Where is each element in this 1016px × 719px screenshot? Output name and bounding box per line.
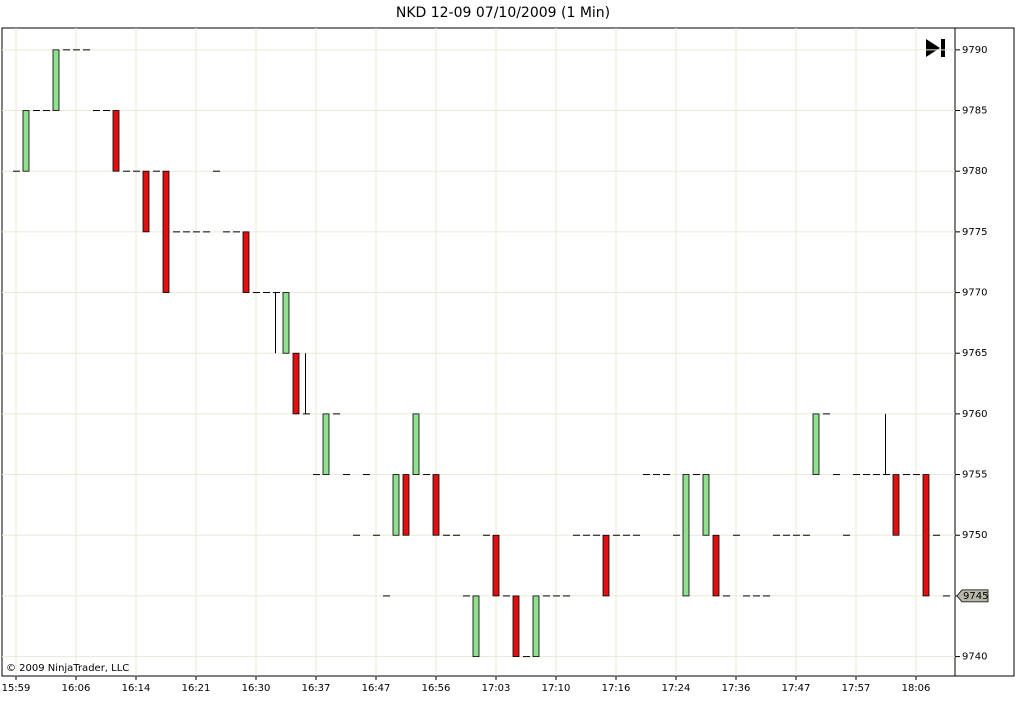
copyright: © 2009 NinjaTrader, LLC: [6, 663, 129, 674]
y-tick-label: 9780: [962, 166, 987, 177]
x-tick-label: 16:47: [362, 683, 391, 694]
x-tick-label: 17:24: [662, 683, 691, 694]
x-tick-label: 16:56: [422, 683, 451, 694]
candle-body: [402, 474, 410, 536]
play-icon[interactable]: [926, 39, 940, 57]
last-price-marker: [956, 589, 989, 603]
candle-body: [392, 474, 400, 536]
y-tick-label: 9790: [962, 45, 987, 56]
marks: [13, 49, 950, 658]
y-tick-label: 9770: [962, 288, 987, 299]
grid: [2, 28, 960, 680]
x-tick-label: 16:14: [122, 683, 151, 694]
candle-body: [162, 170, 170, 293]
candle-body: [682, 474, 690, 597]
chart-title: NKD 12-09 07/10/2009 (1 Min): [396, 5, 610, 21]
y-tick-label: 9755: [962, 470, 987, 481]
y-tick-label: 9775: [962, 227, 987, 238]
x-tick-label: 17:57: [842, 683, 871, 694]
candle-body: [282, 292, 290, 354]
y-tick-label: 9760: [962, 409, 987, 420]
candle-body: [472, 595, 480, 657]
y-tick-label: 9765: [962, 348, 987, 359]
y-tick-label: 9740: [962, 652, 987, 663]
candle-body: [292, 352, 300, 415]
play-to-end-button[interactable]: [926, 39, 945, 57]
x-tick-label: 16:30: [242, 683, 271, 694]
candle-body: [412, 413, 420, 475]
x-tick-label: 17:36: [722, 683, 751, 694]
x-tick-label: 16:37: [302, 683, 331, 694]
x-tick-label: 16:21: [182, 683, 211, 694]
candle-body: [22, 110, 30, 172]
x-tick-label: 17:47: [782, 683, 811, 694]
x-tick-label: 17:10: [542, 683, 571, 694]
candle-body: [142, 170, 150, 233]
candle-body: [52, 49, 60, 111]
candle-body: [602, 534, 610, 597]
candle-body: [432, 474, 440, 536]
end-icon[interactable]: [941, 39, 945, 57]
candle-body: [492, 534, 500, 597]
candle-body: [242, 231, 250, 293]
x-tick-label: 17:03: [482, 683, 511, 694]
candle-body: [812, 413, 820, 475]
x-tick-label: 16:06: [62, 683, 91, 694]
candle-body: [702, 474, 710, 536]
y-tick-label: 9785: [962, 106, 987, 117]
candle-body: [532, 595, 540, 657]
candle-body: [322, 413, 330, 475]
x-tick-label: 15:59: [2, 683, 31, 694]
x-tick-label: 18:06: [902, 683, 931, 694]
candle-body: [922, 474, 930, 597]
x-tick-label: 17:16: [602, 683, 631, 694]
last-price-label: 9745: [963, 591, 988, 602]
candle-body: [512, 595, 520, 657]
candle-body: [712, 534, 720, 597]
axis-frame: [954, 27, 1015, 677]
candle-body: [892, 474, 900, 536]
candle-body: [112, 110, 120, 172]
y-tick-label: 9750: [962, 530, 987, 541]
